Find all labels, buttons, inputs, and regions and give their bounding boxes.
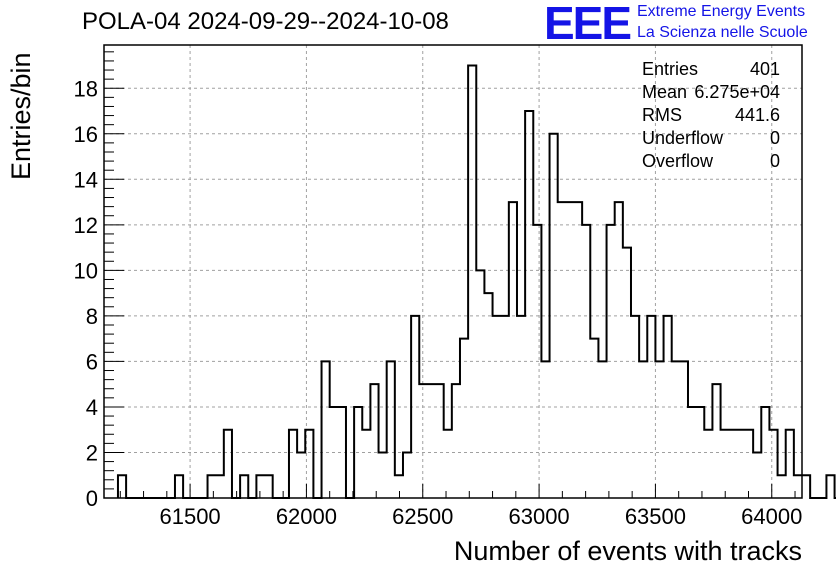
histogram-bin	[704, 430, 712, 498]
stat-value: 0	[769, 151, 780, 171]
y-tick-label: 10	[74, 258, 98, 283]
stat-value: 441.6	[734, 105, 780, 125]
logo-line-1: Extreme Energy Events	[637, 3, 806, 20]
histogram-bin	[769, 430, 777, 498]
histogram-bin	[598, 361, 606, 498]
y-tick-label: 16	[74, 122, 98, 147]
stat-label: Entries	[642, 59, 699, 79]
histogram-bin	[639, 361, 647, 498]
y-tick-label: 18	[74, 76, 98, 101]
histogram-bin	[224, 430, 232, 498]
histogram-bin	[525, 111, 533, 498]
histogram-bin	[297, 452, 305, 498]
histogram-bin	[379, 452, 387, 498]
histogram-bin	[208, 475, 216, 498]
histogram-bin	[745, 430, 753, 498]
histogram-bin	[786, 430, 794, 498]
histogram-bin	[566, 202, 574, 498]
y-tick-label: 2	[86, 440, 98, 465]
histogram-bin	[289, 430, 297, 498]
histogram-bin	[452, 384, 460, 498]
x-tick-label: 63500	[625, 504, 686, 529]
histogram-bin	[541, 361, 549, 498]
histogram-outline	[116, 64, 836, 499]
histogram-bin	[444, 430, 452, 498]
stat-mean: Mean 6.275e+04	[640, 81, 780, 104]
x-tick-label: 63000	[508, 504, 569, 529]
stats-box: Entries 401 Mean 6.275e+04 RMS 441.6 Und…	[640, 58, 780, 173]
stat-label: Mean	[642, 82, 688, 102]
histogram-bin	[387, 361, 395, 498]
histogram-bin	[419, 384, 427, 498]
stat-label: RMS	[642, 105, 682, 125]
histogram-bin	[655, 361, 663, 498]
logo-line-2: La Scienza nelle Scuole	[637, 24, 808, 41]
histogram-bin	[484, 293, 492, 498]
histogram-bin	[175, 475, 183, 498]
histogram-bin	[778, 475, 786, 498]
histogram-bin	[460, 339, 468, 498]
histogram-bin	[802, 475, 810, 498]
histogram-bin	[721, 430, 729, 498]
stat-overflow: Overflow 0	[640, 150, 780, 173]
x-tick-label: 61500	[159, 504, 220, 529]
y-tick-label: 12	[74, 213, 98, 238]
histogram-bin	[468, 65, 476, 498]
histogram-bin	[729, 430, 737, 498]
x-tick-label: 62500	[392, 504, 453, 529]
histogram-bin	[590, 339, 598, 498]
eee-logo: EEE	[544, 0, 632, 49]
histogram-bin	[436, 384, 444, 498]
axes: 61500 62000 62500 63000 63500 64000 0 2 4 6 8 10 12 1…	[74, 44, 803, 529]
grid	[104, 45, 802, 498]
histogram-bin	[118, 475, 126, 498]
histogram-bin	[395, 475, 403, 498]
histogram-bin	[680, 361, 688, 498]
stat-value: 0	[769, 128, 780, 148]
stat-entries: Entries 401	[640, 58, 780, 81]
histogram-bin	[509, 202, 517, 498]
x-tick-label: 64000	[741, 504, 802, 529]
histogram-bin	[265, 475, 273, 498]
y-tick-label: 8	[86, 304, 98, 329]
x-axis-label: Number of events with tracks	[453, 536, 802, 566]
histogram-bin	[753, 452, 761, 498]
histogram-bin	[256, 475, 264, 498]
chart-title: POLA-04 2024-09-29--2024-10-08	[82, 8, 449, 35]
histogram-bin	[370, 384, 378, 498]
histogram-bin	[322, 361, 330, 498]
histogram-series	[116, 64, 836, 499]
y-tick-label: 14	[74, 167, 98, 192]
plot-frame	[103, 44, 803, 499]
histogram-bin	[216, 475, 224, 498]
histogram-bin	[558, 202, 566, 498]
stat-value: 401	[749, 59, 780, 79]
y-tick-label: 0	[86, 486, 98, 511]
histogram-bin	[427, 384, 435, 498]
stat-label: Underflow	[642, 128, 724, 148]
histogram-bin	[672, 361, 680, 498]
y-axis-label: Entries/bin	[6, 52, 36, 180]
histogram-bin	[362, 430, 370, 498]
histogram-bin	[615, 202, 623, 498]
histogram-bin	[476, 270, 484, 498]
y-tick-label: 4	[86, 395, 98, 420]
histogram-bin	[826, 475, 834, 498]
histogram-bin	[737, 430, 745, 498]
stat-label: Overflow	[642, 151, 714, 171]
histogram-bin	[240, 475, 248, 498]
histogram-bin	[623, 248, 631, 498]
x-tick-label: 62000	[276, 504, 337, 529]
histogram-bin	[403, 452, 411, 498]
histogram-bin	[712, 384, 720, 498]
stat-underflow: Underflow 0	[640, 127, 780, 150]
histogram-bin	[574, 202, 582, 498]
stat-rms: RMS 441.6	[640, 104, 780, 127]
stat-value: 6.275e+04	[694, 82, 780, 102]
y-tick-label: 6	[86, 349, 98, 374]
